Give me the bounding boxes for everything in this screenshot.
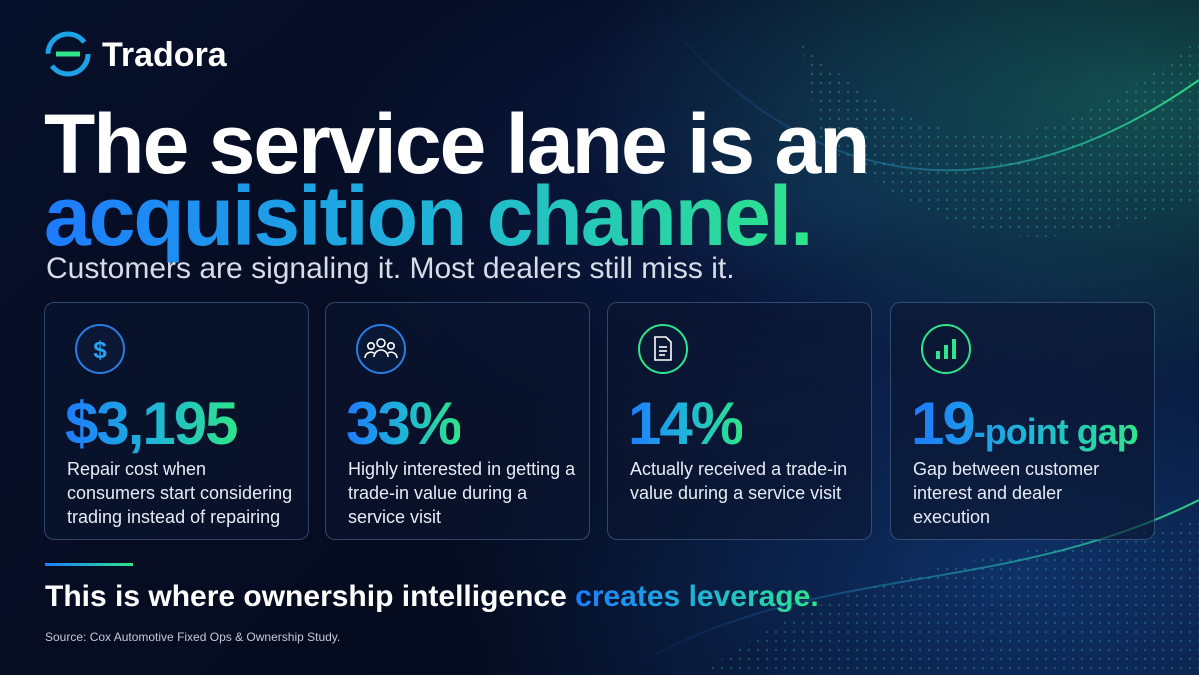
card-icon	[921, 324, 971, 374]
footer-text: This is where ownership intelligence	[45, 580, 567, 613]
stat-card: 33% Highly interested in getting a trade…	[325, 302, 590, 540]
card-icon	[638, 324, 688, 374]
card-icon	[356, 324, 406, 374]
svg-text:$: $	[93, 337, 107, 364]
stat-suffix: -point gap	[973, 411, 1138, 452]
footer: This is where ownership intelligence cre…	[45, 580, 819, 614]
headline-line2: acquisition channel.	[44, 168, 813, 277]
accent-line	[45, 563, 133, 566]
stat-value: $3,195	[65, 390, 239, 457]
footer-highlight: creates leverage.	[575, 580, 819, 613]
subtitle: Customers are signaling it. Most dealers…	[46, 252, 735, 285]
card-icon: $	[75, 324, 125, 374]
stat-card: 14% Actually received a trade-in value d…	[607, 302, 872, 540]
stat-description: Highly interested in getting a trade-in …	[348, 459, 576, 527]
stat-card: $ $3,195 Repair cost when consumers star…	[44, 302, 309, 540]
stat-description: Gap between customer interest and dealer…	[913, 459, 1100, 527]
headline-line1: The service lane is an	[44, 97, 870, 191]
stat-value: 33%	[346, 390, 462, 457]
brand: Tradora	[102, 36, 227, 74]
logo-icon	[45, 31, 91, 77]
stat-number: 19	[911, 390, 974, 457]
stat-description: Actually received a trade-in value durin…	[630, 459, 848, 503]
stat-description: Repair cost when consumers start conside…	[67, 459, 293, 527]
stat-value: 19-point gap	[911, 389, 1138, 458]
source: Source: Cox Automotive Fixed Ops & Owner…	[45, 630, 341, 644]
stat-card: 19-point gap Gap between customer intere…	[890, 302, 1155, 540]
stat-value: 14%	[628, 390, 744, 457]
